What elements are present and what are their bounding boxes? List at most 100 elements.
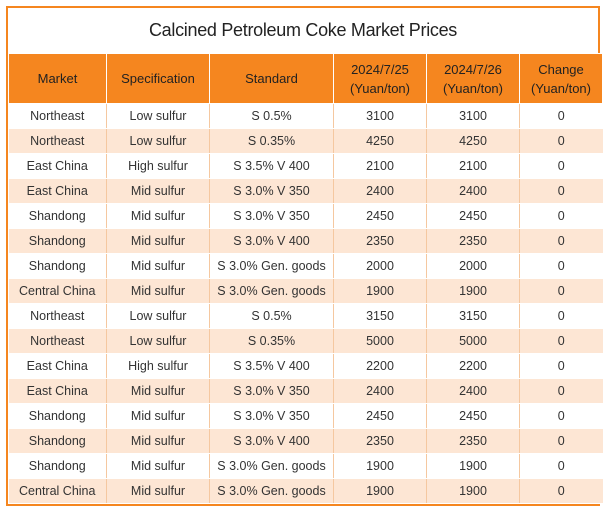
table-body: Northeast Low sulfur S 0.5% 3100 3100 0 Northe… xyxy=(8,103,603,504)
cell-specification: Low sulfur xyxy=(106,303,210,329)
header-specification: Specification xyxy=(106,53,210,104)
cell-change: 0 xyxy=(519,228,603,254)
cell-price-date-1: 3100 xyxy=(333,103,427,129)
header-row: Market Specification Standard 2024/7/25 … xyxy=(8,53,603,104)
cell-price-date-1: 1900 xyxy=(333,278,427,304)
table-row: Shandong Mid sulfur S 3.0% V 350 2450 2450 0 xyxy=(8,403,603,429)
cell-price-date-1: 2400 xyxy=(333,178,427,204)
cell-price-date-2: 3100 xyxy=(426,103,520,129)
cell-change: 0 xyxy=(519,378,603,404)
cell-price-date-1: 2350 xyxy=(333,228,427,254)
cell-price-date-2: 1900 xyxy=(426,478,520,504)
cell-price-date-2: 1900 xyxy=(426,453,520,479)
cell-standard: S 0.5% xyxy=(209,103,334,129)
cell-specification: Low sulfur xyxy=(106,103,210,129)
table-row: East China High sulfur S 3.5% V 400 2100 210… xyxy=(8,153,603,179)
cell-standard: S 0.5% xyxy=(209,303,334,329)
cell-price-date-1: 5000 xyxy=(333,328,427,354)
cell-change: 0 xyxy=(519,353,603,379)
cell-specification: Mid sulfur xyxy=(106,253,210,279)
cell-market: Northeast xyxy=(8,128,107,154)
cell-standard: S 0.35% xyxy=(209,128,334,154)
cell-price-date-2: 5000 xyxy=(426,328,520,354)
cell-change: 0 xyxy=(519,453,603,479)
table-row: Northeast Low sulfur S 0.35% 4250 4250 0 xyxy=(8,128,603,154)
cell-change: 0 xyxy=(519,178,603,204)
cell-standard: S 3.0% V 350 xyxy=(209,203,334,229)
cell-market: Shandong xyxy=(8,428,107,454)
cell-standard: S 3.0% V 350 xyxy=(209,178,334,204)
price-table: Market Specification Standard 2024/7/25 … xyxy=(8,53,603,504)
table-row: Northeast Low sulfur S 0.35% 5000 5000 0 xyxy=(8,328,603,354)
table-row: Northeast Low sulfur S 0.5% 3150 3150 0 xyxy=(8,303,603,329)
price-table-card: Calcined Petroleum Coke Market Prices Ma… xyxy=(6,6,603,506)
cell-price-date-1: 2350 xyxy=(333,428,427,454)
header-date-2-line2: (Yuan/ton) xyxy=(443,80,503,96)
cell-change: 0 xyxy=(519,328,603,354)
header-date-1-line1: 2024/7/25 xyxy=(351,61,409,77)
cell-standard: S 3.5% V 400 xyxy=(209,153,334,179)
table-row: Northeast Low sulfur S 0.5% 3100 3100 0 xyxy=(8,103,603,129)
cell-specification: Mid sulfur xyxy=(106,403,210,429)
table-row: Shandong Mid sulfur S 3.0% Gen. goods 2000 2… xyxy=(8,253,603,279)
table-row: Central China Mid sulfur S 3.0% Gen. goods… xyxy=(8,478,603,504)
cell-change: 0 xyxy=(519,303,603,329)
cell-change: 0 xyxy=(519,403,603,429)
cell-specification: Mid sulfur xyxy=(106,278,210,304)
cell-change: 0 xyxy=(519,203,603,229)
cell-specification: Mid sulfur xyxy=(106,428,210,454)
table-row: Shandong Mid sulfur S 3.0% Gen. goods 1900 1… xyxy=(8,453,603,479)
cell-standard: S 3.5% V 400 xyxy=(209,353,334,379)
cell-standard: S 3.0% Gen. goods xyxy=(209,278,334,304)
header-change-line2: (Yuan/ton) xyxy=(531,80,591,96)
table-row: Shandong Mid sulfur S 3.0% V 400 2350 2350 0 xyxy=(8,228,603,254)
cell-price-date-1: 2200 xyxy=(333,353,427,379)
cell-standard: S 3.0% V 350 xyxy=(209,403,334,429)
header-date-2: 2024/7/26 (Yuan/ton) xyxy=(426,53,520,104)
cell-market: East China xyxy=(8,153,107,179)
cell-market: Shandong xyxy=(8,228,107,254)
cell-standard: S 3.0% V 350 xyxy=(209,378,334,404)
cell-price-date-2: 2200 xyxy=(426,353,520,379)
cell-market: Shandong xyxy=(8,453,107,479)
cell-change: 0 xyxy=(519,428,603,454)
cell-price-date-2: 2450 xyxy=(426,403,520,429)
cell-market: Shandong xyxy=(8,403,107,429)
header-standard: Standard xyxy=(209,53,334,104)
cell-standard: S 3.0% V 400 xyxy=(209,428,334,454)
cell-price-date-1: 2450 xyxy=(333,403,427,429)
cell-specification: Mid sulfur xyxy=(106,228,210,254)
table-row: Central China Mid sulfur S 3.0% Gen. goods… xyxy=(8,278,603,304)
cell-change: 0 xyxy=(519,253,603,279)
cell-change: 0 xyxy=(519,478,603,504)
cell-price-date-1: 4250 xyxy=(333,128,427,154)
cell-market: East China xyxy=(8,178,107,204)
cell-market: Shandong xyxy=(8,253,107,279)
header-date-1: 2024/7/25 (Yuan/ton) xyxy=(333,53,427,104)
cell-market: Northeast xyxy=(8,328,107,354)
cell-market: Central China xyxy=(8,478,107,504)
cell-price-date-1: 1900 xyxy=(333,478,427,504)
cell-price-date-1: 2400 xyxy=(333,378,427,404)
cell-price-date-2: 1900 xyxy=(426,278,520,304)
cell-specification: Mid sulfur xyxy=(106,203,210,229)
cell-price-date-2: 2000 xyxy=(426,253,520,279)
cell-specification: Mid sulfur xyxy=(106,453,210,479)
table-header: Market Specification Standard 2024/7/25 … xyxy=(8,53,603,104)
table-row: Shandong Mid sulfur S 3.0% V 350 2450 2450 0 xyxy=(8,203,603,229)
cell-specification: Mid sulfur xyxy=(106,178,210,204)
cell-price-date-2: 2350 xyxy=(426,228,520,254)
cell-market: East China xyxy=(8,378,107,404)
table-row: East China Mid sulfur S 3.0% V 350 2400 2400… xyxy=(8,178,603,204)
cell-standard: S 0.35% xyxy=(209,328,334,354)
header-date-1-line2: (Yuan/ton) xyxy=(350,80,410,96)
cell-price-date-2: 2450 xyxy=(426,203,520,229)
cell-specification: High sulfur xyxy=(106,353,210,379)
cell-price-date-1: 2100 xyxy=(333,153,427,179)
cell-change: 0 xyxy=(519,153,603,179)
cell-price-date-1: 2000 xyxy=(333,253,427,279)
cell-price-date-1: 3150 xyxy=(333,303,427,329)
cell-price-date-2: 2400 xyxy=(426,178,520,204)
cell-change: 0 xyxy=(519,103,603,129)
cell-price-date-1: 2450 xyxy=(333,203,427,229)
